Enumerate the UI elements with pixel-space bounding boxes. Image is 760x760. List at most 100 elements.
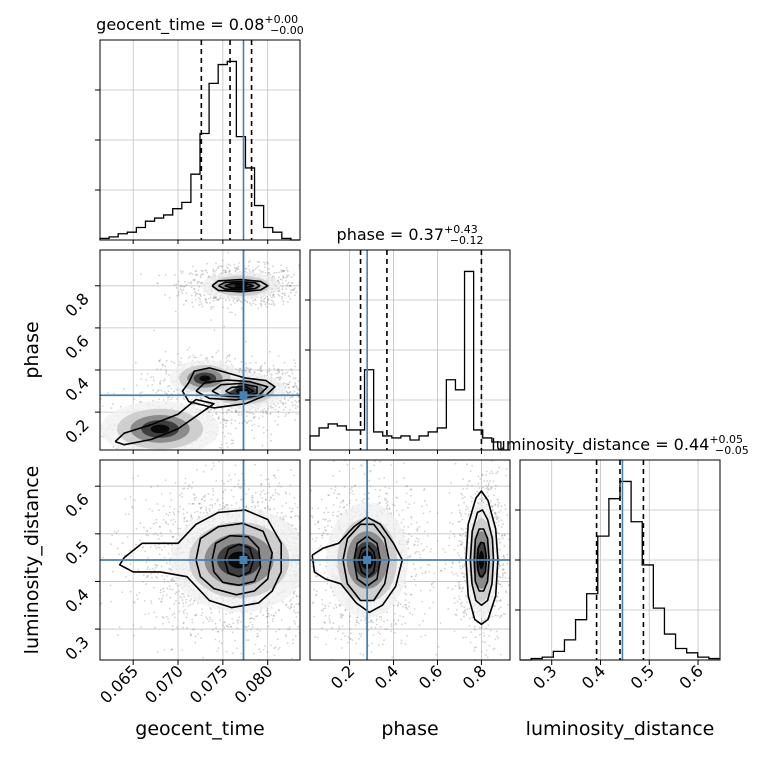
sample-point xyxy=(255,615,257,618)
sample-point xyxy=(294,611,297,614)
sample-point xyxy=(273,654,276,657)
sample-point xyxy=(265,305,268,308)
sample-point xyxy=(322,597,324,599)
sample-point xyxy=(162,594,164,597)
sample-point xyxy=(270,406,273,409)
sample-point xyxy=(127,468,129,470)
sample-point xyxy=(97,420,99,422)
sample-point xyxy=(165,522,167,524)
sample-point xyxy=(208,620,210,623)
sample-point xyxy=(217,498,219,501)
sample-point xyxy=(298,264,300,267)
sample-point xyxy=(195,469,198,471)
sample-point xyxy=(216,650,219,652)
sample-point xyxy=(266,301,268,304)
sample-point xyxy=(281,288,284,291)
sample-point xyxy=(163,454,165,456)
sample-point xyxy=(193,279,196,281)
sample-point xyxy=(307,591,309,593)
sample-point xyxy=(272,293,275,296)
sample-point xyxy=(278,646,281,649)
sample-point xyxy=(261,501,264,503)
sample-point xyxy=(248,370,251,373)
sample-point xyxy=(201,611,204,614)
sample-point xyxy=(273,296,276,298)
sample-point xyxy=(183,596,186,598)
sample-point xyxy=(184,482,187,484)
sample-point xyxy=(327,607,329,609)
sample-point xyxy=(293,390,296,393)
sample-point xyxy=(143,526,145,529)
sample-point xyxy=(259,410,262,413)
sample-point xyxy=(281,402,284,404)
sample-point xyxy=(254,303,257,306)
sample-point xyxy=(225,425,227,428)
sample-point xyxy=(290,395,293,398)
sample-point xyxy=(172,523,175,526)
sample-point xyxy=(301,563,303,565)
sample-point xyxy=(320,537,322,539)
sample-point xyxy=(289,607,291,610)
sample-point xyxy=(195,292,197,295)
sample-point xyxy=(168,385,171,387)
sample-point xyxy=(154,544,157,547)
sample-point xyxy=(305,391,307,393)
sample-point xyxy=(189,355,191,358)
sample-point xyxy=(157,534,159,537)
sample-point xyxy=(151,452,153,454)
sample-point xyxy=(278,371,281,373)
sample-point xyxy=(225,442,228,444)
sample-point xyxy=(225,504,228,506)
sample-point xyxy=(235,267,238,270)
sample-point xyxy=(202,273,205,275)
sample-point xyxy=(121,591,124,594)
sample-point xyxy=(181,599,184,601)
sample-point xyxy=(132,634,135,637)
sample-point xyxy=(183,517,186,520)
sample-point xyxy=(303,381,305,383)
sample-point xyxy=(228,270,231,272)
sample-point xyxy=(150,486,153,489)
sample-point xyxy=(33,410,35,412)
sample-point xyxy=(222,432,224,434)
sample-point xyxy=(298,516,300,518)
sample-point xyxy=(190,294,193,297)
sample-point xyxy=(329,621,331,624)
sample-point xyxy=(129,555,132,557)
sample-point xyxy=(288,381,291,384)
sample-point xyxy=(260,474,262,477)
sample-point xyxy=(235,410,238,413)
sample-point xyxy=(244,267,247,270)
sample-point xyxy=(259,367,262,370)
sample-point xyxy=(273,614,275,617)
sample-point xyxy=(180,284,182,287)
sample-point xyxy=(204,494,206,497)
sample-point xyxy=(277,410,280,413)
sample-point xyxy=(179,288,182,291)
sample-point xyxy=(119,405,122,408)
sample-point xyxy=(256,628,259,631)
sample-point xyxy=(291,282,294,285)
sample-point xyxy=(198,293,201,296)
sample-point xyxy=(271,265,274,268)
sample-point xyxy=(246,411,249,413)
sample-point xyxy=(302,382,304,384)
sample-point xyxy=(296,611,299,614)
sample-point xyxy=(169,492,172,495)
contour-line xyxy=(195,379,269,401)
sample-point xyxy=(244,299,247,302)
sample-point xyxy=(189,599,192,602)
sample-point xyxy=(214,270,216,273)
sample-point xyxy=(161,575,164,577)
sample-point xyxy=(285,288,288,291)
sample-point xyxy=(296,405,299,408)
sample-point xyxy=(266,507,269,510)
sample-point xyxy=(301,291,303,293)
sample-point xyxy=(162,364,164,367)
sample-point xyxy=(261,409,264,412)
panel-phase-luminosity_distance xyxy=(309,459,511,661)
sample-point xyxy=(156,651,159,653)
sample-point xyxy=(245,629,248,632)
sample-point xyxy=(157,546,160,548)
sample-point xyxy=(153,586,155,589)
